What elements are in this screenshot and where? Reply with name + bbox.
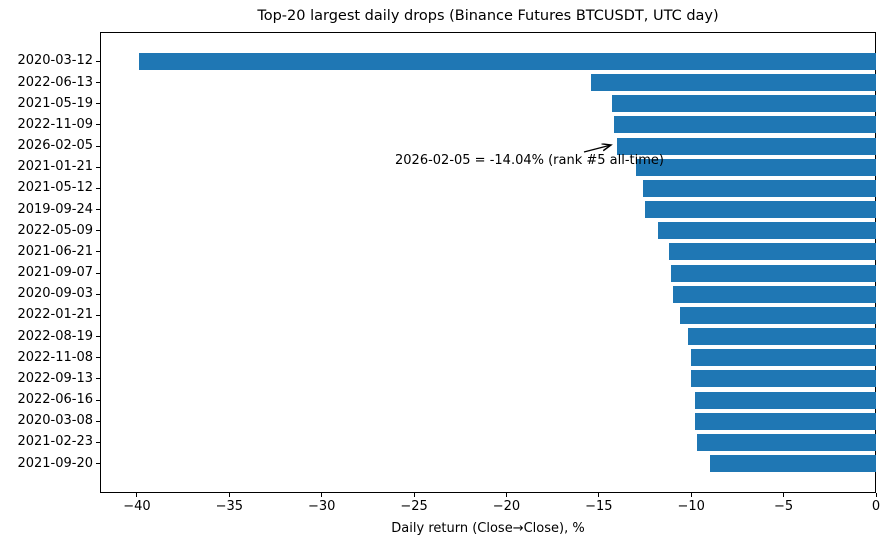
y-axis-label-2022-11-08: 2022-11-08 [17, 349, 93, 365]
bar-2022-08-19 [687, 328, 876, 346]
x-axis-tick-label: −30 [307, 499, 336, 514]
bar-2022-01-21 [680, 306, 876, 324]
bar-2022-06-16 [694, 391, 876, 409]
y-tick-mark [96, 103, 100, 105]
bar-2020-03-08 [694, 412, 876, 430]
y-tick-mark [96, 230, 100, 232]
bar-2021-01-21 [635, 158, 876, 176]
x-axis-tick-label: −35 [215, 499, 244, 514]
y-tick-mark [96, 463, 100, 465]
x-tick-mark [228, 493, 230, 497]
y-axis-label-2019-09-24: 2019-09-24 [17, 201, 93, 217]
plot-area [100, 32, 876, 493]
bar-2020-09-03 [672, 285, 876, 303]
y-tick-mark [96, 293, 100, 295]
bar-2021-09-20 [709, 455, 876, 473]
x-tick-mark [321, 493, 323, 497]
bar-2026-02-05 [616, 137, 876, 155]
y-axis-label-2022-11-09: 2022-11-09 [17, 116, 93, 132]
y-tick-mark [96, 357, 100, 359]
y-axis-label-2020-03-08: 2020-03-08 [17, 413, 93, 429]
y-axis-label-2022-01-21: 2022-01-21 [17, 307, 93, 323]
x-tick-mark [505, 493, 507, 497]
y-tick-mark [96, 60, 100, 62]
x-axis-tick-label: −15 [585, 499, 613, 514]
y-axis-label-2022-08-19: 2022-08-19 [17, 328, 93, 344]
x-axis-tick-label: −25 [400, 499, 428, 514]
y-axis-label-2022-06-13: 2022-06-13 [17, 74, 93, 90]
y-axis-label-2020-03-12: 2020-03-12 [17, 53, 93, 69]
x-axis-tick-label: −5 [774, 499, 794, 514]
x-axis-tick-label: −20 [492, 499, 521, 514]
bar-2019-09-24 [645, 201, 876, 219]
x-axis-tick-label: 0 [871, 499, 881, 514]
y-tick-mark [96, 187, 100, 189]
bar-2022-11-09 [613, 116, 876, 134]
bar-2020-03-12 [138, 52, 876, 70]
x-axis-tick-label: −40 [123, 499, 151, 514]
y-tick-mark [96, 124, 100, 126]
y-tick-mark [96, 378, 100, 380]
y-axis-label-2021-01-21: 2021-01-21 [17, 159, 93, 175]
y-tick-mark [96, 82, 100, 84]
y-tick-mark [96, 145, 100, 147]
y-axis-label-2021-06-21: 2021-06-21 [17, 243, 93, 259]
y-tick-mark [96, 336, 100, 338]
bar-2021-09-07 [670, 264, 876, 282]
y-axis-label-2020-09-03: 2020-09-03 [17, 286, 93, 302]
y-axis-label-2021-02-23: 2021-02-23 [17, 434, 93, 450]
y-tick-mark [96, 209, 100, 211]
chart-title: Top-20 largest daily drops (Binance Futu… [257, 8, 719, 24]
y-axis-label-2026-02-05: 2026-02-05 [17, 138, 93, 154]
x-tick-mark [136, 493, 138, 497]
x-tick-mark [875, 493, 877, 497]
bar-2021-05-12 [643, 179, 876, 197]
annotation-text: 2026-02-05 = -14.04% (rank #5 all-time) [395, 153, 665, 168]
y-tick-mark [96, 251, 100, 253]
x-tick-mark [413, 493, 415, 497]
y-axis-label-2021-05-19: 2021-05-19 [17, 95, 93, 111]
y-axis-label-2022-05-09: 2022-05-09 [17, 222, 93, 238]
y-tick-mark [96, 441, 100, 443]
y-tick-mark [96, 272, 100, 274]
y-axis-label-2021-09-20: 2021-09-20 [17, 455, 93, 471]
x-axis-tick-label: −10 [677, 499, 705, 514]
x-tick-mark [690, 493, 692, 497]
bar-2021-02-23 [696, 433, 876, 451]
bar-2022-11-08 [691, 349, 876, 367]
y-axis-label-2021-09-07: 2021-09-07 [17, 265, 93, 281]
bar-2021-06-21 [669, 243, 876, 261]
bar-2022-05-09 [657, 222, 876, 240]
y-axis-label-2021-05-12: 2021-05-12 [17, 180, 93, 196]
bar-2022-06-13 [591, 74, 876, 92]
y-axis-label-2022-06-16: 2022-06-16 [17, 392, 93, 408]
y-tick-mark [96, 314, 100, 316]
y-tick-mark [96, 420, 100, 422]
bar-2021-05-19 [611, 95, 876, 113]
bar-2022-09-13 [691, 370, 876, 388]
y-axis-label-2022-09-13: 2022-09-13 [17, 370, 93, 386]
x-tick-mark [598, 493, 600, 497]
y-tick-mark [96, 399, 100, 401]
x-axis-title: Daily return (Close→Close), % [391, 521, 585, 536]
y-tick-mark [96, 166, 100, 168]
x-tick-mark [783, 493, 785, 497]
